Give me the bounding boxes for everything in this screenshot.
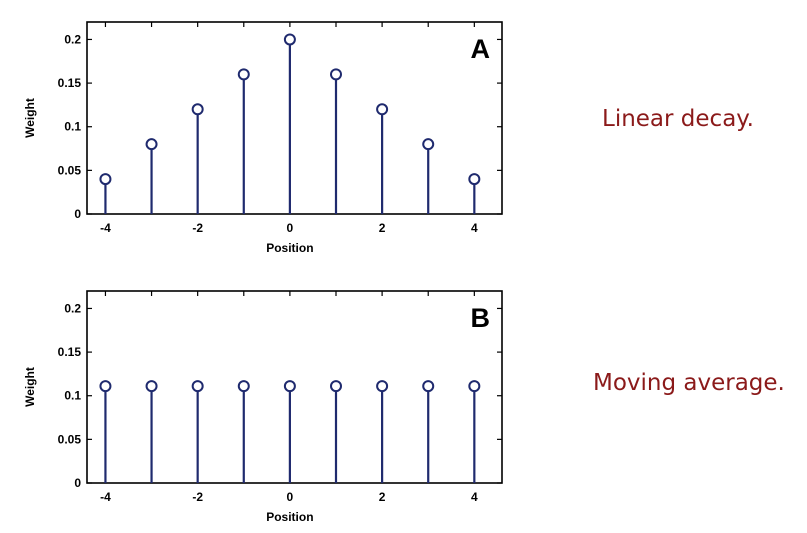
stem-marker [422,138,435,151]
chart-panel-a: -4 -2 0 2 4 0 0.05 0.1 0.15 0.2 A Position Weight [23,21,503,255]
x-tick-label: 0 [287,490,294,504]
panel-label: A [471,34,491,64]
y-tick-label: 0.2 [64,301,81,315]
stem-marker [99,173,112,186]
stem-marker [283,33,296,46]
stem-marker [330,68,342,81]
x-axis-label: Position [266,510,313,524]
stem-marker [145,138,158,151]
plot-frame [86,21,503,215]
x-tick-label: -2 [192,490,203,504]
x-tick-label: 0 [287,221,294,235]
x-tick-label: 2 [379,490,386,504]
y-tick-label: 0.2 [64,32,81,46]
plot-frame [86,290,503,484]
stem-marker [422,380,435,393]
y-tick-label: 0 [74,207,81,221]
x-tick-label: -2 [192,221,203,235]
stem-marker [376,380,389,393]
x-tick-label: 2 [379,221,386,235]
stem-marker [191,103,204,116]
stem-marker [468,173,481,186]
caption-linear-decay: Linear decay. [602,106,754,132]
stem-marker [330,380,342,393]
y-axis-label: Weight [23,98,37,138]
stem-marker [191,380,204,393]
chart-panel-b: -4 -2 0 2 4 0 0.05 0.1 0.15 0.2 B Position Weight [23,290,503,524]
y-tick-label: 0.1 [64,389,81,403]
stem-marker [376,103,389,116]
y-tick-label: 0 [74,476,81,490]
x-tick-label: 4 [471,490,478,504]
panel-label: B [471,303,491,333]
x-tick-label: -4 [100,221,111,235]
x-tick-label: 4 [471,221,478,235]
stem-marker [145,380,158,393]
y-tick-label: 0.1 [64,120,81,134]
x-axis-label: Position [266,241,313,255]
y-tick-label: 0.15 [58,345,82,359]
y-tick-label: 0.05 [58,432,82,446]
stem-marker [99,380,112,393]
y-tick-label: 0.05 [58,163,82,177]
x-tick-label: -4 [100,490,111,504]
y-tick-label: 0.15 [58,76,82,90]
stem-marker [468,380,481,393]
caption-moving-average: Moving average. [593,370,785,396]
stem-marker [237,68,250,81]
stem-marker [237,380,250,393]
y-axis-label: Weight [23,367,37,407]
stem-marker [283,380,296,393]
